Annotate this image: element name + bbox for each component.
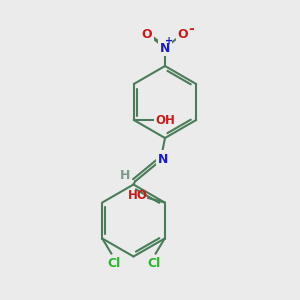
Text: Cl: Cl — [148, 256, 161, 270]
Text: +: + — [165, 36, 174, 46]
Text: N: N — [158, 152, 168, 166]
Text: H: H — [120, 169, 130, 182]
Text: O: O — [142, 28, 152, 41]
Text: HO: HO — [128, 189, 148, 203]
Text: -: - — [188, 22, 194, 36]
Text: N: N — [160, 41, 170, 55]
Text: Cl: Cl — [108, 256, 121, 270]
Text: O: O — [178, 28, 188, 41]
Text: OH: OH — [155, 113, 175, 127]
